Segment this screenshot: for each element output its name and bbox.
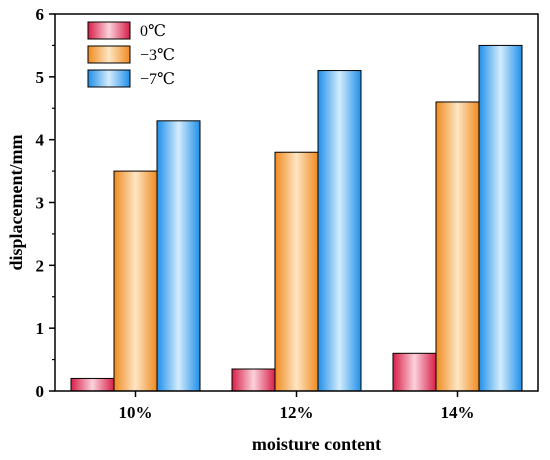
bar-12pct-series-2: [317, 70, 362, 392]
y-tick-label: 2: [36, 256, 45, 275]
y-axis-ticks: 0 1 2 3 4 5 6: [36, 5, 55, 401]
y-axis-title: displacement/mm: [6, 135, 26, 271]
bar-10pct-series-1: [113, 170, 158, 392]
x-axis-title: moisture content: [252, 434, 381, 454]
x-tick-label: 12%: [280, 403, 314, 422]
x-axis-ticks: 10% 12% 14%: [119, 391, 475, 422]
legend: 0℃ −3℃ −7℃: [87, 21, 175, 88]
y-tick-label: 0: [36, 382, 45, 401]
legend-label: −7℃: [140, 71, 175, 88]
bar-14pct-series-0: [392, 352, 437, 392]
legend-swatch: [87, 21, 131, 40]
bar-14pct-series-1: [435, 101, 480, 392]
bar-10pct-series-0: [70, 377, 115, 392]
bars-group: [70, 44, 523, 392]
plot-frame: [54, 13, 539, 392]
y-tick-label: 6: [36, 5, 45, 24]
x-tick-label: 10%: [119, 403, 153, 422]
y-tick-label: 3: [36, 194, 45, 213]
bar-14pct-series-2: [478, 44, 523, 392]
bar-10pct-series-2: [156, 120, 201, 392]
y-tick-label: 1: [36, 319, 45, 338]
y-tick-label: 4: [36, 131, 45, 150]
legend-swatch: [87, 69, 131, 88]
legend-label: 0℃: [140, 23, 166, 40]
legend-swatch: [87, 45, 131, 64]
bar-12pct-series-0: [231, 368, 276, 392]
y-tick-label: 5: [36, 68, 45, 87]
x-tick-label: 14%: [441, 403, 475, 422]
bar-12pct-series-1: [274, 151, 319, 392]
legend-label: −3℃: [140, 47, 175, 64]
